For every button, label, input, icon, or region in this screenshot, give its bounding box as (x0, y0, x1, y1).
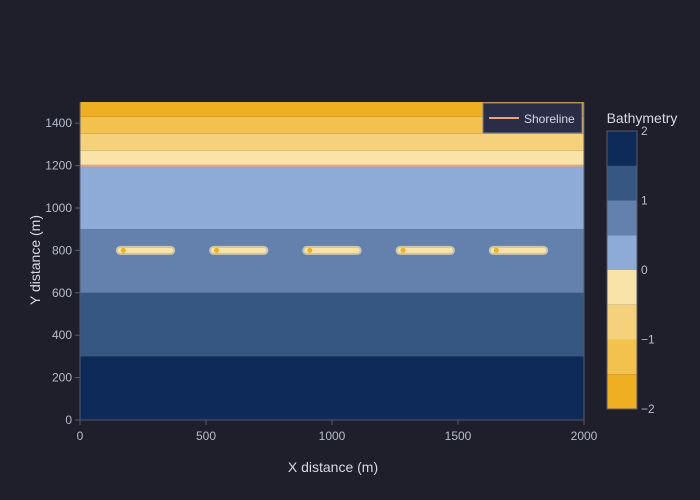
y-tick-label: 1200 (45, 159, 72, 173)
colorbar-tick-label: 0 (641, 263, 648, 277)
colorbar-band-6 (607, 339, 637, 375)
x-tick-label: 0 (77, 429, 84, 443)
breakwater-end-3 (307, 247, 313, 253)
colorbar-tick-label: 2 (641, 124, 648, 138)
breakwater-end-1 (120, 247, 126, 253)
colorbar-band-5 (607, 304, 637, 340)
depth-zone-4 (80, 150, 584, 166)
legend-shoreline-label[interactable]: Shoreline (524, 112, 575, 126)
x-tick-label: 1000 (319, 429, 346, 443)
breakwater-end-5 (493, 247, 499, 253)
colorbar-band-0 (607, 131, 637, 166)
x-axis-title: X distance (m) (288, 459, 378, 475)
breakwater-end-2 (214, 247, 220, 253)
y-tick-label: 1000 (45, 201, 72, 215)
breakwater-end-4 (400, 247, 406, 253)
depth-zone-7 (80, 102, 584, 117)
y-tick-label: 0 (65, 413, 72, 427)
colorbar: Bathymetry 2 1 0 −1 −2 (606, 110, 678, 416)
colorbar-ticks: 2 1 0 −1 −2 (641, 124, 655, 416)
colorbar-band-7 (607, 374, 637, 409)
colorbar-band-4 (607, 270, 637, 305)
colorbar-frame (606, 130, 638, 410)
depth-zone-6 (80, 116, 584, 134)
colorbar-tick-label: 1 (641, 194, 648, 208)
y-axis: 0 200 400 600 800 1000 1200 1400 (45, 102, 81, 427)
colorbar-tick-label: −2 (641, 402, 655, 416)
y-axis-title: Y distance (m) (27, 215, 43, 305)
depth-zone-5 (80, 133, 584, 151)
x-tick-label: 2000 (571, 429, 598, 443)
y-tick-label: 800 (52, 243, 72, 257)
y-tick-label: 1400 (45, 116, 72, 130)
y-tick-label: 600 (52, 286, 72, 300)
depth-zone-2 (80, 229, 584, 293)
colorbar-band-1 (607, 165, 637, 201)
colorbar-band-2 (607, 200, 637, 236)
x-tick-label: 500 (196, 429, 216, 443)
colorbar-bands (606, 130, 638, 410)
x-axis: 0 500 1000 1500 2000 (77, 419, 598, 443)
y-tick-label: 400 (52, 328, 72, 342)
depth-zone-3 (80, 165, 584, 230)
depth-zone-1 (80, 292, 584, 357)
y-tick-label: 200 (52, 371, 72, 385)
depth-zone-0 (80, 356, 584, 420)
colorbar-band-3 (607, 235, 637, 270)
colorbar-title: Bathymetry (607, 110, 678, 126)
plot-area (80, 102, 585, 420)
colorbar-tick-label: −1 (641, 333, 655, 347)
x-tick-label: 1500 (445, 429, 472, 443)
legend[interactable]: Shoreline (482, 102, 583, 134)
